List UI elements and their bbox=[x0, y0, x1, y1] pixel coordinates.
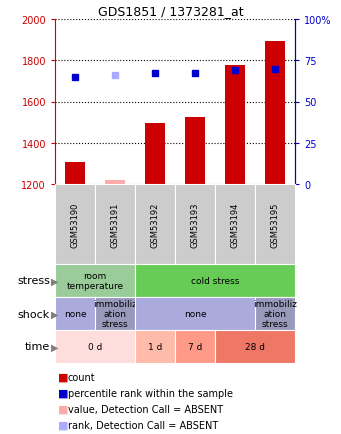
Text: ■: ■ bbox=[58, 404, 69, 414]
Text: count: count bbox=[68, 372, 95, 382]
Bar bbox=[65, 163, 85, 184]
Text: ■: ■ bbox=[58, 372, 69, 382]
Text: GSM53190: GSM53190 bbox=[71, 202, 79, 247]
Text: none: none bbox=[64, 309, 86, 318]
Text: percentile rank within the sample: percentile rank within the sample bbox=[68, 388, 233, 398]
Bar bbox=[105, 181, 125, 184]
Text: ▶: ▶ bbox=[51, 276, 59, 286]
Text: GSM53191: GSM53191 bbox=[110, 202, 119, 247]
Bar bbox=[225, 66, 245, 184]
Text: GSM53192: GSM53192 bbox=[150, 202, 160, 247]
Text: GDS1851 / 1373281_at: GDS1851 / 1373281_at bbox=[98, 5, 243, 18]
Text: shock: shock bbox=[18, 309, 50, 319]
Text: ▶: ▶ bbox=[51, 309, 59, 319]
Text: GSM53194: GSM53194 bbox=[231, 202, 239, 247]
Text: 1 d: 1 d bbox=[148, 342, 162, 351]
Text: ■: ■ bbox=[58, 388, 69, 398]
Text: 7 d: 7 d bbox=[188, 342, 202, 351]
Text: value, Detection Call = ABSENT: value, Detection Call = ABSENT bbox=[68, 404, 223, 414]
Text: room
temperature: room temperature bbox=[66, 271, 123, 290]
Text: GSM53193: GSM53193 bbox=[191, 202, 199, 247]
Text: 0 d: 0 d bbox=[88, 342, 102, 351]
Text: ■: ■ bbox=[58, 420, 69, 430]
Text: cold stress: cold stress bbox=[191, 276, 239, 285]
Text: GSM53195: GSM53195 bbox=[270, 202, 280, 247]
Text: 28 d: 28 d bbox=[245, 342, 265, 351]
Text: rank, Detection Call = ABSENT: rank, Detection Call = ABSENT bbox=[68, 420, 218, 430]
Bar bbox=[145, 123, 165, 184]
Text: immobiliz
ation
stress: immobiliz ation stress bbox=[93, 299, 137, 329]
Text: ▶: ▶ bbox=[51, 342, 59, 352]
Bar bbox=[265, 42, 285, 184]
Text: none: none bbox=[184, 309, 206, 318]
Text: stress: stress bbox=[17, 276, 50, 286]
Text: immobiliz
ation
stress: immobiliz ation stress bbox=[253, 299, 297, 329]
Bar bbox=[185, 118, 205, 184]
Text: time: time bbox=[25, 342, 50, 352]
